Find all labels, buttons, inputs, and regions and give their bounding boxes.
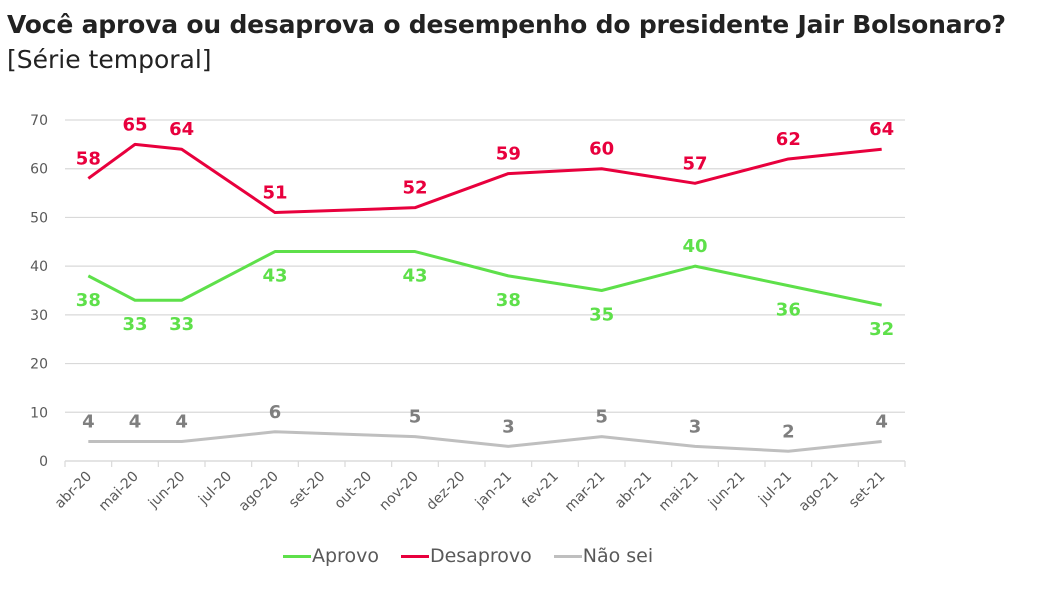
x-tick-label: mai-20 bbox=[96, 469, 142, 515]
y-tick-label: 50 bbox=[30, 210, 48, 226]
x-tick-label: jun-21 bbox=[705, 469, 748, 512]
x-tick-label: abr-21 bbox=[612, 469, 655, 512]
x-tick-label: jul-21 bbox=[755, 469, 795, 509]
data-label-nao-sei: 5 bbox=[595, 407, 608, 428]
x-tick-label: dez-20 bbox=[423, 469, 468, 514]
chart-subtitle: [Série temporal] bbox=[7, 45, 212, 74]
series-lines bbox=[87, 142, 882, 453]
y-tick-label: 70 bbox=[30, 113, 48, 129]
data-label-aprovo: 36 bbox=[776, 300, 801, 321]
data-label-nao-sei: 6 bbox=[269, 402, 282, 423]
data-label-nao-sei: 3 bbox=[502, 416, 515, 437]
legend: Aprovo Desaprovo Não sei bbox=[283, 545, 653, 567]
data-label-desaprovo: 52 bbox=[402, 178, 427, 199]
legend-swatch-desaprovo bbox=[400, 554, 429, 558]
legend-label-desaprovo: Desaprovo bbox=[429, 545, 532, 567]
legend-swatch-nao-sei bbox=[553, 554, 582, 558]
data-label-desaprovo: 51 bbox=[262, 183, 287, 204]
x-tick-label: nov-20 bbox=[376, 469, 421, 514]
data-label-aprovo: 32 bbox=[869, 319, 894, 340]
y-tick-label: 0 bbox=[39, 454, 48, 470]
data-label-nao-sei: 4 bbox=[175, 412, 188, 433]
x-tick-label: mar-21 bbox=[562, 469, 609, 516]
data-label-nao-sei: 4 bbox=[875, 412, 888, 433]
data-label-nao-sei: 4 bbox=[129, 412, 142, 433]
y-tick-label: 10 bbox=[30, 405, 48, 421]
data-label-nao-sei: 2 bbox=[782, 421, 795, 442]
y-axis: 0 10 20 30 40 50 60 70 bbox=[30, 113, 48, 470]
x-tick-label: set-21 bbox=[846, 469, 889, 512]
y-tick-label: 20 bbox=[30, 357, 48, 373]
data-label-desaprovo: 64 bbox=[869, 119, 894, 140]
x-tick-label: mai-21 bbox=[656, 469, 702, 515]
legend-label-aprovo: Aprovo bbox=[312, 545, 379, 567]
x-tick-label: fev-21 bbox=[519, 469, 562, 512]
legend-item-aprovo[interactable]: Aprovo bbox=[283, 545, 379, 567]
data-label-aprovo: 40 bbox=[682, 236, 707, 257]
x-axis: abr-20 mai-20 jun-20 jul-20 ago-20 set-20 out-… bbox=[52, 460, 906, 516]
data-label-desaprovo: 57 bbox=[682, 153, 707, 174]
x-tick-label: ago-20 bbox=[236, 469, 282, 515]
chart-title: Você aprova ou desaprova o desempenho do… bbox=[7, 10, 1006, 39]
data-label-aprovo: 43 bbox=[402, 266, 427, 287]
data-label-desaprovo: 58 bbox=[76, 148, 101, 169]
legend-item-desaprovo[interactable]: Desaprovo bbox=[400, 545, 532, 567]
data-label-desaprovo: 62 bbox=[776, 129, 801, 150]
data-label-aprovo: 38 bbox=[496, 290, 521, 311]
data-label-desaprovo: 65 bbox=[122, 114, 147, 135]
x-tick-label: jul-20 bbox=[195, 469, 235, 509]
data-label-desaprovo: 59 bbox=[496, 144, 521, 165]
data-label-aprovo: 43 bbox=[262, 266, 287, 287]
x-tick-label: jun-20 bbox=[145, 469, 188, 512]
x-tick-label: set-20 bbox=[286, 469, 329, 512]
data-label-desaprovo: 64 bbox=[169, 119, 194, 140]
data-label-aprovo: 35 bbox=[589, 305, 614, 326]
x-tick-label: out-20 bbox=[331, 469, 375, 513]
y-tick-label: 30 bbox=[30, 308, 48, 324]
series-line-nao-sei bbox=[88, 430, 882, 453]
series-line-desaprovo bbox=[87, 142, 882, 215]
series-line-aprovo bbox=[87, 250, 882, 307]
data-label-aprovo: 33 bbox=[122, 314, 147, 335]
legend-item-nao-sei[interactable]: Não sei bbox=[553, 545, 654, 567]
data-label-desaprovo: 60 bbox=[589, 139, 614, 160]
y-tick-label: 40 bbox=[30, 259, 48, 275]
y-tick-label: 60 bbox=[30, 162, 48, 178]
data-label-nao-sei: 4 bbox=[82, 412, 95, 433]
legend-swatch-aprovo bbox=[283, 554, 311, 558]
gridlines bbox=[65, 119, 905, 462]
x-tick-label: abr-20 bbox=[52, 469, 95, 512]
data-label-nao-sei: 3 bbox=[689, 416, 702, 437]
x-tick-label: ago-21 bbox=[796, 469, 842, 515]
data-label-aprovo: 33 bbox=[169, 314, 194, 335]
legend-label-nao-sei: Não sei bbox=[582, 545, 654, 567]
data-label-aprovo: 38 bbox=[76, 290, 101, 311]
x-tick-label: jan-21 bbox=[472, 469, 515, 512]
data-label-nao-sei: 5 bbox=[409, 407, 422, 428]
